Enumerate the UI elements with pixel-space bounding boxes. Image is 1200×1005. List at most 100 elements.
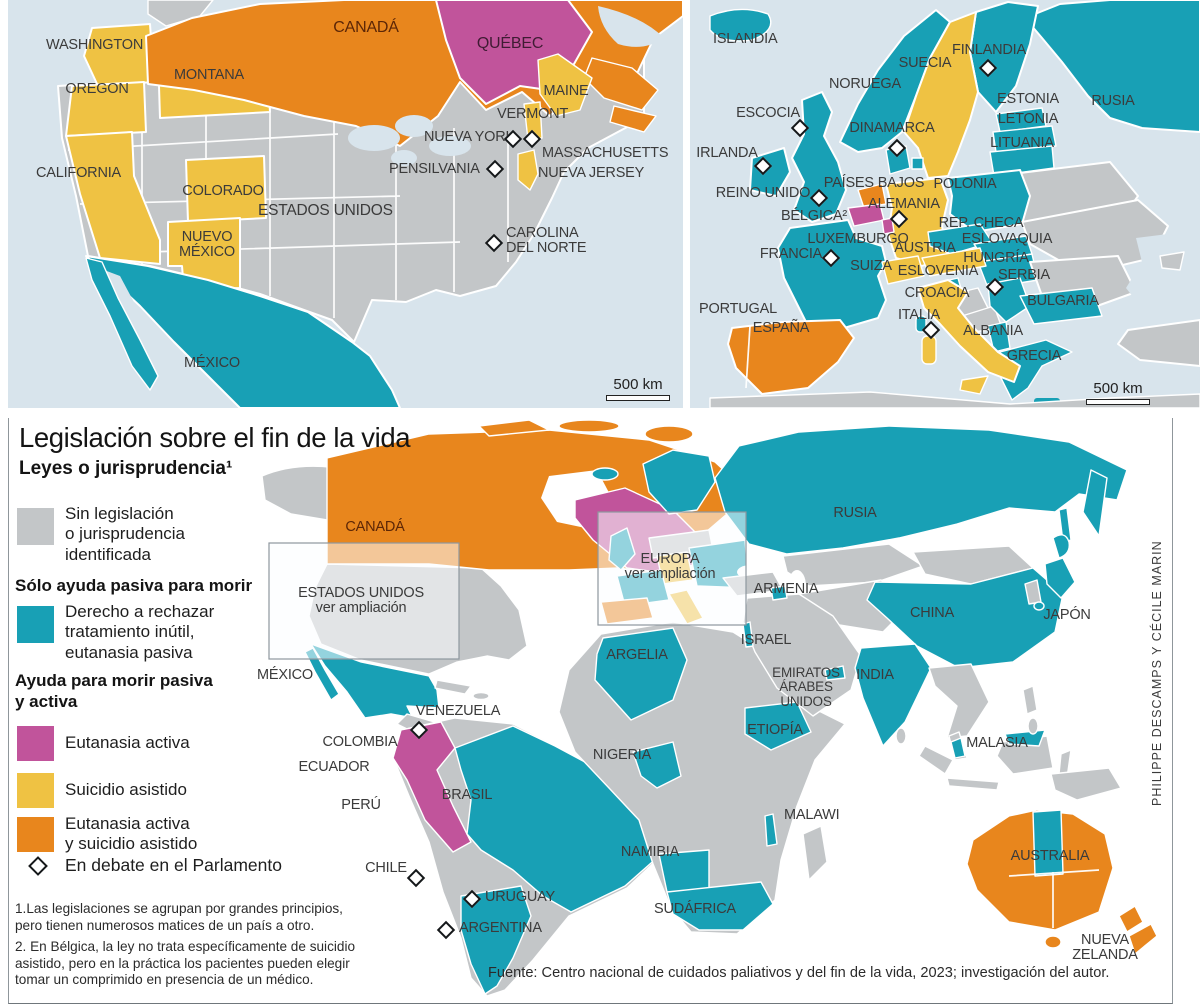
map-label: MALAWI bbox=[784, 807, 840, 823]
country-argentina bbox=[460, 885, 532, 995]
legend-label-passive: Derecho a rechazar tratamiento inútil, e… bbox=[65, 602, 215, 662]
great-lake bbox=[348, 125, 400, 151]
map-label: NAMIBIA bbox=[620, 844, 680, 860]
legend-label-active: Eutanasia activa bbox=[65, 733, 190, 752]
map-label: PORTUGAL bbox=[699, 301, 777, 317]
country-algeria bbox=[594, 627, 688, 721]
map-label: COLORADO bbox=[182, 183, 264, 199]
legend-label-active-assisted: Eutanasia activa y suicidio asistido bbox=[65, 814, 198, 854]
state-maine bbox=[537, 53, 593, 117]
map-label: MONTANA bbox=[173, 67, 245, 83]
map-label: POLONIA bbox=[933, 176, 997, 192]
country-italy bbox=[917, 279, 1021, 383]
country-armenia bbox=[770, 585, 788, 601]
country-poland bbox=[947, 169, 1031, 233]
great-lake bbox=[391, 150, 417, 166]
map-label: ETIOPÍA bbox=[747, 722, 803, 738]
country-japan bbox=[1033, 601, 1045, 611]
country-latvia bbox=[992, 125, 1057, 153]
map-label: MÉXICO bbox=[257, 667, 313, 683]
map-label: NUEVA JERSEY bbox=[538, 165, 645, 181]
gulf-st-lawrence bbox=[598, 6, 664, 47]
map-label: GRECIA bbox=[1006, 348, 1062, 364]
map-label: SUECIA bbox=[898, 55, 952, 71]
page-title: Legislación sobre el fin de la vida bbox=[19, 422, 411, 453]
map-label: SUDÁFRICA bbox=[654, 901, 736, 917]
map-label: ECUADOR bbox=[298, 759, 370, 775]
country-austria bbox=[921, 247, 987, 277]
country-ukraine bbox=[1021, 199, 1169, 269]
map-label: NUEVO MÉXICO bbox=[179, 229, 235, 261]
country-russia bbox=[1024, 0, 1200, 133]
map-label: URUGUAY bbox=[485, 889, 556, 905]
map-label: NUEVA YORK bbox=[424, 129, 515, 145]
map-label: BULGARIA bbox=[1027, 293, 1099, 309]
map-label: DINAMARCA bbox=[849, 120, 935, 136]
north-africa bbox=[709, 391, 1200, 408]
map-label: ESCOCIA bbox=[736, 105, 800, 121]
north-america-map-art bbox=[8, 0, 683, 408]
legend-label-no-law: Sin legislación o jurisprudencia identif… bbox=[65, 504, 186, 564]
country-mexico bbox=[85, 255, 401, 408]
map-label: CALIFORNIA bbox=[36, 165, 122, 181]
country-malaysia bbox=[950, 737, 966, 759]
country-brazil bbox=[454, 725, 664, 913]
legend-swatch-passive bbox=[17, 606, 54, 643]
legend-group-active: Ayuda para morir pasiva y activa bbox=[15, 671, 213, 712]
map-label: COLOMBIA bbox=[322, 734, 398, 750]
state-washington bbox=[83, 23, 155, 87]
sardinia bbox=[921, 335, 937, 365]
map-label: PERÚ bbox=[341, 797, 381, 813]
country-nigeria bbox=[632, 741, 682, 789]
australia-state-borders bbox=[1008, 869, 1100, 928]
map-label: ALEMANIA bbox=[868, 196, 940, 212]
map-label: REP. CHECA bbox=[938, 215, 1024, 231]
country-uae bbox=[824, 665, 846, 681]
scandinavia bbox=[642, 449, 716, 515]
map-label: PENSILVANIA bbox=[389, 161, 480, 177]
new-guinea bbox=[1050, 767, 1122, 801]
country-bulgaria bbox=[1019, 287, 1103, 325]
state-vermont bbox=[523, 101, 543, 141]
legend-label-debate: En debate en el Parlamento bbox=[65, 855, 282, 875]
country-india bbox=[854, 643, 932, 747]
country-iceland bbox=[591, 467, 619, 481]
kamchatka bbox=[1082, 469, 1108, 537]
sicily bbox=[959, 375, 989, 395]
map-label: LITUANIA bbox=[990, 135, 1054, 151]
philippines bbox=[1022, 685, 1038, 715]
state-new-jersey bbox=[517, 149, 539, 191]
map-label: ARGELIA bbox=[606, 647, 668, 663]
footnote-1: 1.Las legislaciones se agrupan por grand… bbox=[15, 901, 343, 933]
philippines bbox=[1027, 717, 1039, 735]
map-label: ARGENTINA bbox=[459, 920, 542, 936]
country-malawi bbox=[764, 813, 778, 847]
legend-swatch-assisted bbox=[17, 773, 54, 808]
scale-indicator: 500 km bbox=[578, 376, 683, 401]
world-map-art bbox=[9, 418, 1172, 1003]
legend-label-assisted: Suicidio asistido bbox=[65, 780, 187, 799]
country-turkey bbox=[1117, 319, 1200, 367]
colombia-ecuador-peru bbox=[392, 721, 472, 853]
great-lake bbox=[429, 136, 471, 156]
map-label: HUNGRÍA bbox=[963, 250, 1029, 266]
country-netherlands bbox=[857, 183, 887, 209]
java bbox=[946, 777, 1000, 791]
madagascar bbox=[802, 825, 828, 881]
arctic-islands bbox=[478, 419, 550, 437]
map-label: ISRAEL bbox=[740, 632, 792, 648]
map-label: ARMENIA bbox=[753, 581, 819, 597]
sumatra bbox=[918, 745, 954, 775]
legend-swatch-active bbox=[17, 726, 54, 761]
map-label: AUSTRALIA bbox=[1010, 848, 1090, 864]
map-label: CAROLINA DEL NORTE bbox=[506, 225, 587, 257]
country-new-zealand bbox=[1118, 905, 1144, 933]
state-colorado bbox=[185, 155, 267, 223]
map-label: IRLANDA bbox=[696, 145, 758, 161]
country-luxembourg bbox=[881, 217, 895, 235]
legend-group-passive: Sólo ayuda pasiva para morir bbox=[15, 576, 253, 595]
map-label: MASSACHUSETTS bbox=[542, 145, 669, 161]
map-label: AUSTRIA bbox=[894, 240, 956, 256]
map-label: WASHINGTON bbox=[46, 37, 144, 53]
baja-california bbox=[85, 257, 159, 391]
